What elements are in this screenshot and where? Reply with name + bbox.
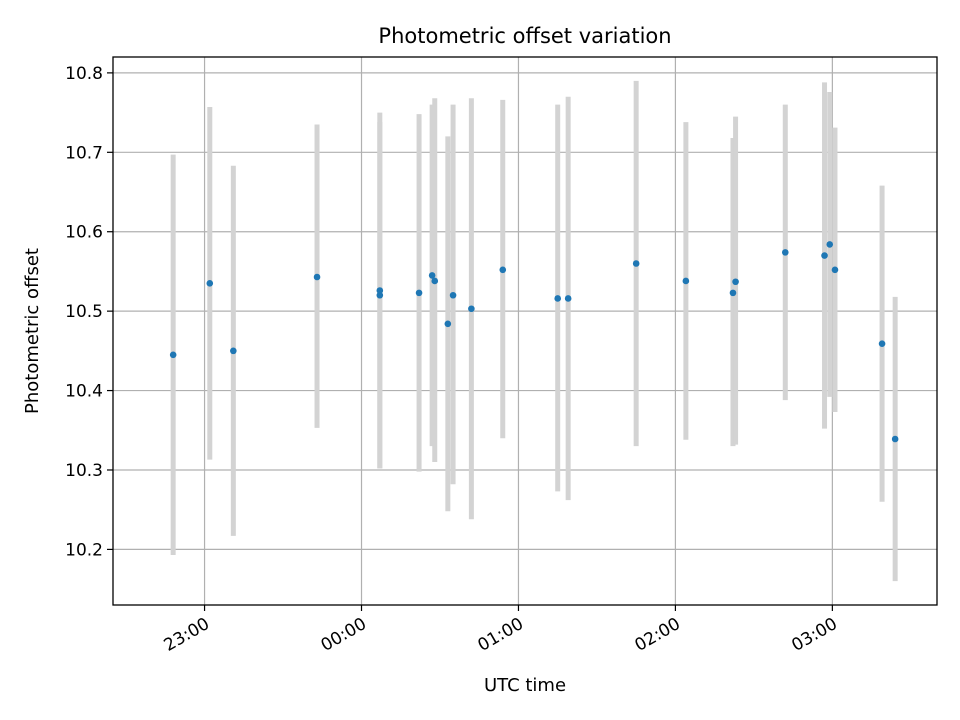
data-point	[206, 280, 214, 287]
data-point	[826, 241, 834, 248]
data-point	[682, 277, 690, 285]
plot-frame	[112, 56, 938, 606]
y-tick-label: 10.8	[65, 64, 103, 84]
error-bars	[170, 80, 898, 582]
y-tick-label: 10.2	[65, 540, 103, 560]
data-point	[632, 260, 640, 267]
x-axis-label: UTC time	[484, 675, 566, 696]
x-tick-label: 01:00	[475, 614, 527, 656]
data-point	[891, 435, 899, 443]
x-tick-label: 23:00	[161, 614, 213, 656]
data-point	[499, 266, 507, 274]
y-tick-label: 10.6	[65, 223, 103, 243]
y-axis-ticks: 10.2 10.3 10.4 10.5 10.6 10.7 10.8	[65, 64, 113, 560]
data-point	[821, 252, 828, 259]
y-tick-label: 10.7	[65, 143, 103, 163]
data-point	[878, 340, 886, 348]
data-point	[313, 273, 321, 281]
data-point	[428, 272, 436, 279]
data-point	[431, 277, 439, 285]
chart-title: Photometric offset variation	[378, 24, 671, 48]
x-tick-label: 03:00	[788, 614, 840, 656]
data-point	[831, 266, 839, 274]
data-point	[415, 289, 423, 297]
data-point	[376, 291, 384, 299]
data-point	[230, 347, 237, 355]
data-point	[732, 278, 739, 286]
data-point	[468, 305, 475, 313]
x-tick-label: 02:00	[631, 614, 683, 656]
data-points	[169, 241, 899, 443]
data-point	[376, 287, 384, 294]
y-tick-label: 10.3	[65, 461, 103, 481]
data-point	[729, 289, 737, 297]
data-point	[781, 249, 789, 256]
data-point	[554, 295, 561, 302]
grid-lines	[113, 57, 937, 605]
data-point	[564, 295, 572, 302]
data-point	[444, 320, 452, 328]
data-point	[449, 291, 457, 299]
y-tick-label: 10.4	[65, 382, 103, 402]
y-tick-label: 10.5	[65, 302, 103, 322]
x-axis-ticks: 23:00 00:00 01:00 02:00 03:00	[161, 605, 841, 656]
y-axis-label: Photometric offset	[22, 248, 43, 414]
data-point	[169, 351, 177, 359]
x-tick-label: 00:00	[318, 614, 370, 656]
